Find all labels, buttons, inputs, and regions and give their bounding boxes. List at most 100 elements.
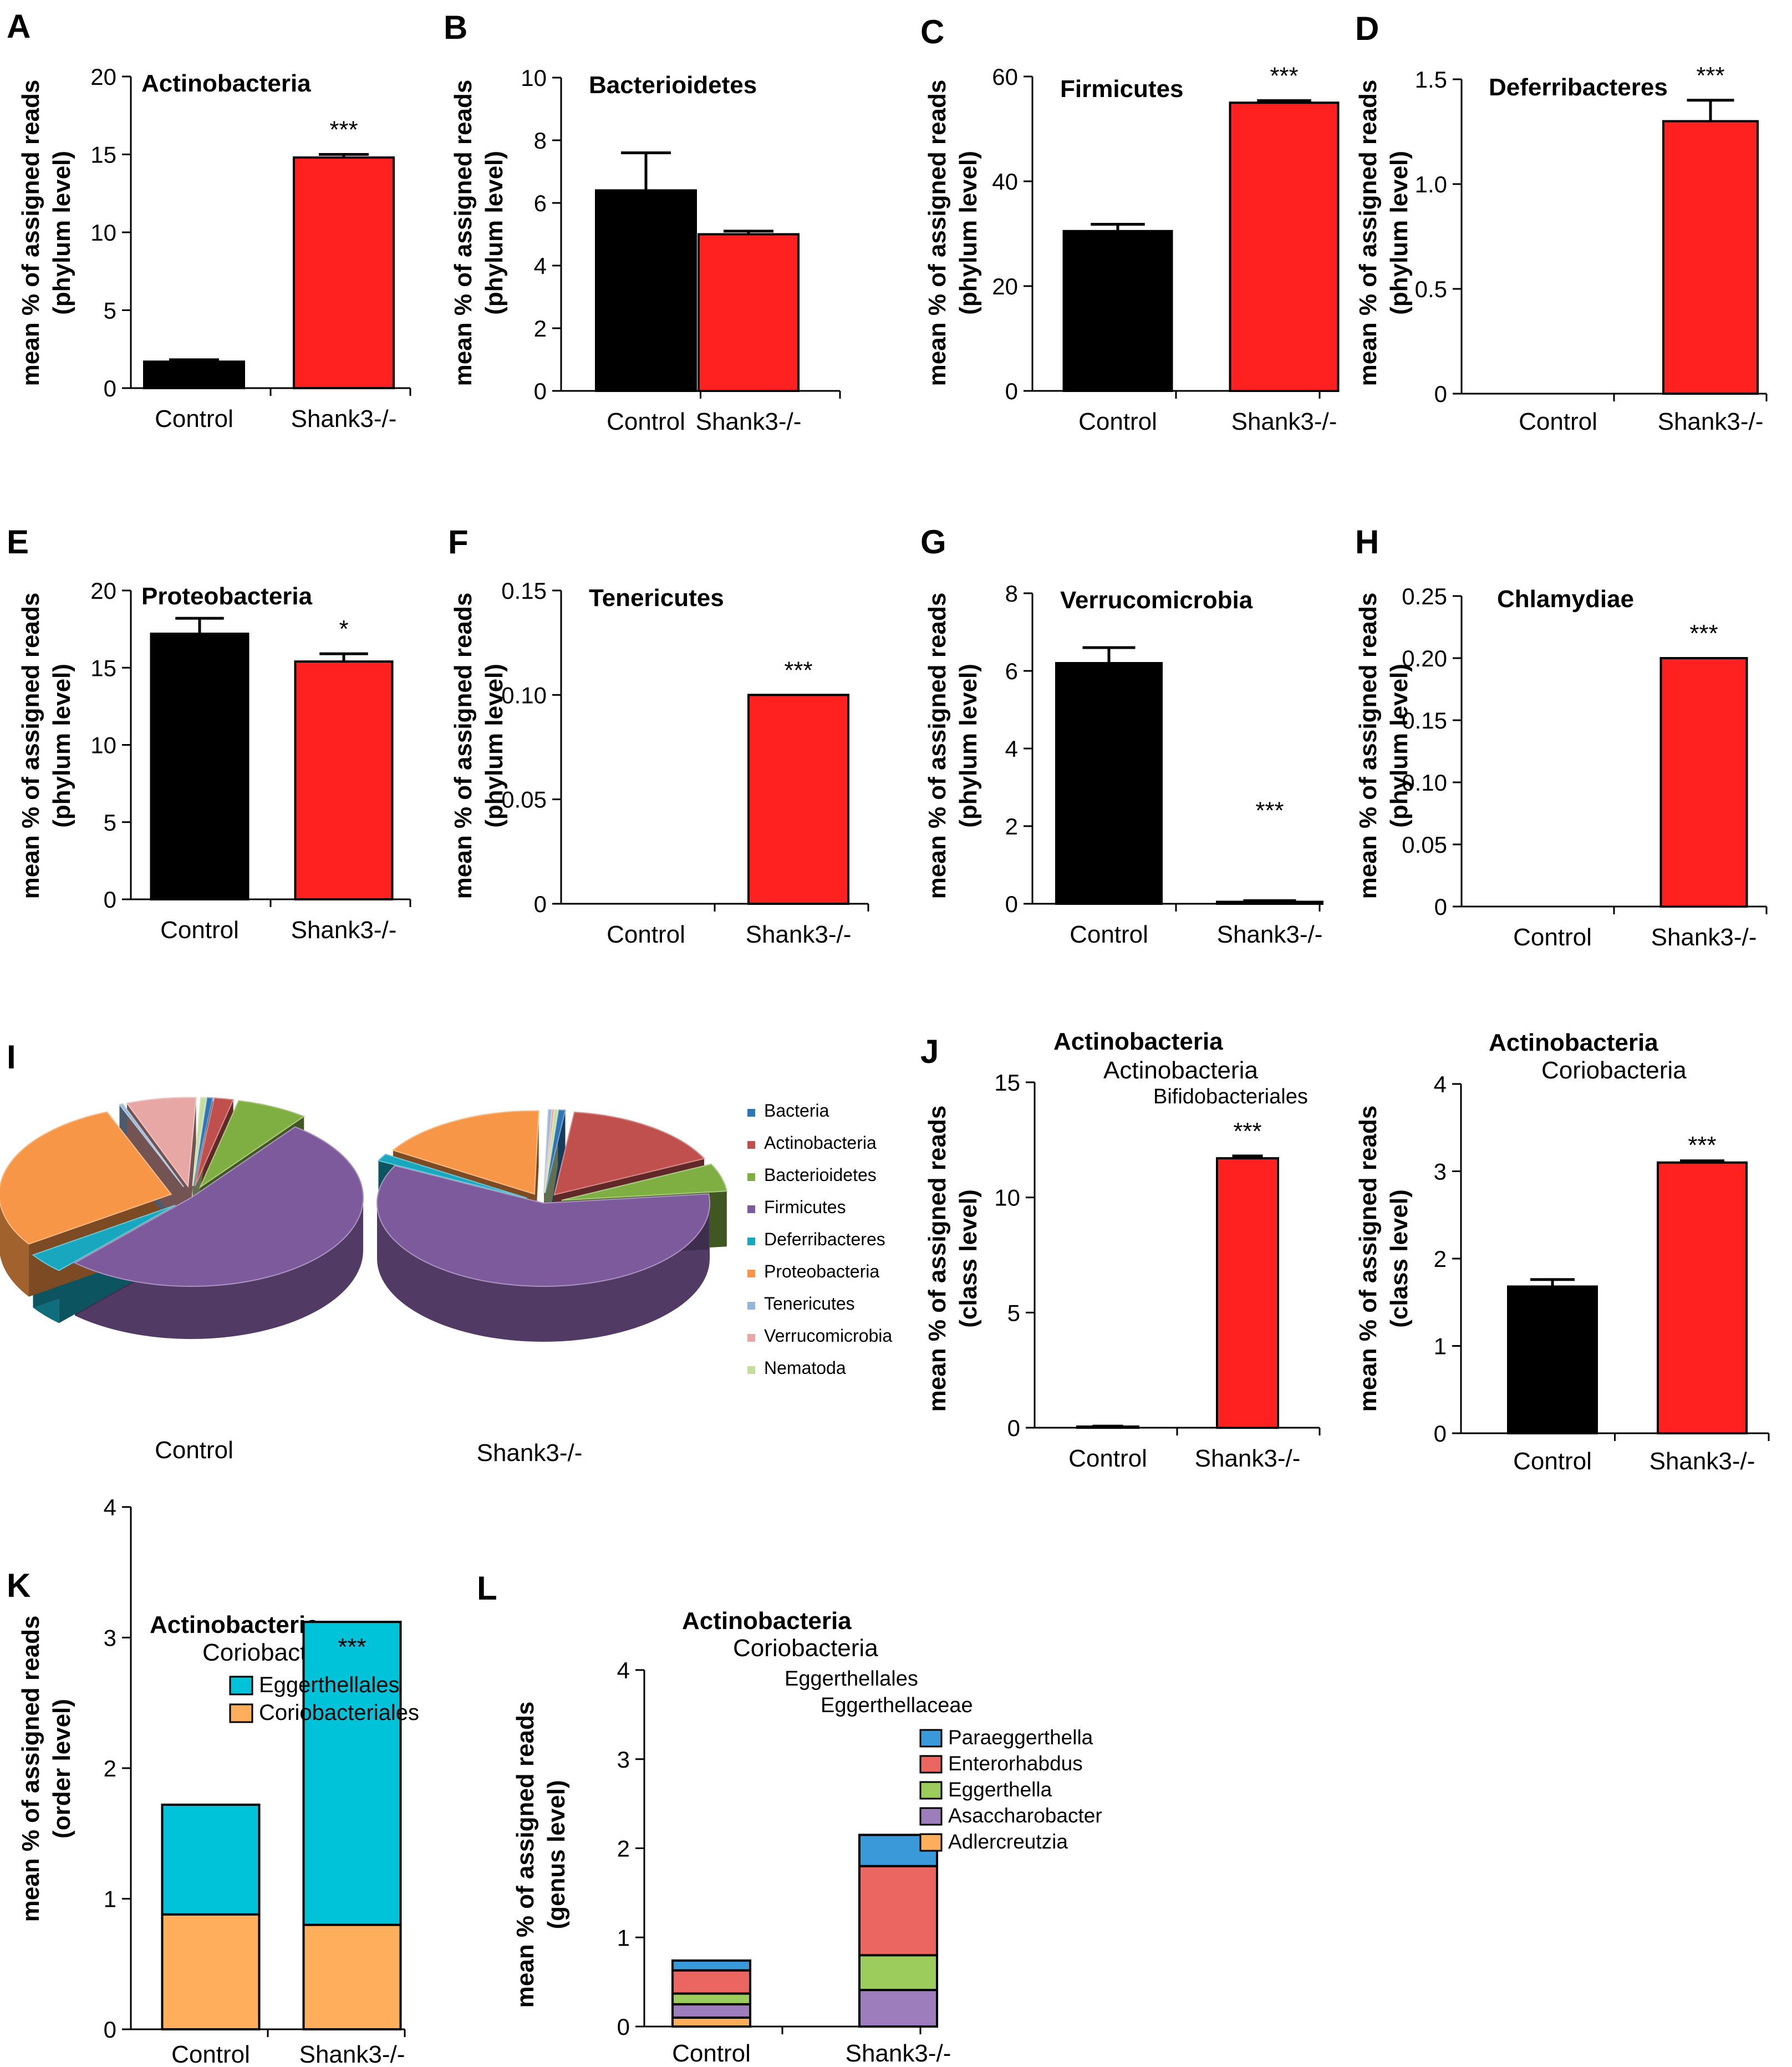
legend-label: Enterorhabdus (948, 1752, 1083, 1775)
y-tick-label: 0 (104, 887, 116, 913)
legend-swatch (229, 1703, 253, 1723)
legend-swatch (229, 1676, 253, 1696)
pie-slice-nematoda (544, 1109, 559, 1193)
significance-marker: *** (329, 116, 358, 144)
panel-g: G Verrucomicrobia mean % of assigned reads… (920, 523, 1323, 948)
pie-slice-proteobacteria (0, 1111, 172, 1245)
chart-title: Verrucomicrobia (1060, 587, 1253, 614)
legend-label: Verrucomicrobia (764, 1326, 892, 1346)
x-tick-label: Shank3-/- (291, 917, 397, 944)
x-tick-label: Control (1070, 921, 1148, 948)
y-tick-label: 0 (104, 375, 116, 401)
chart-title: Bacterioidetes (589, 72, 757, 99)
panel-d: D Deferribacteres mean % of assigned reads… (1355, 10, 1768, 435)
bar-shank3- (747, 694, 849, 905)
x-tick-label: Control (1078, 408, 1157, 435)
pie-slice-bacterioidetes (561, 1163, 728, 1201)
panel-a: A Actinobacteria mean % of assigned reads(… (7, 8, 411, 432)
y-tick-label: 0.25 (1402, 583, 1447, 609)
bar-shank3- (1216, 900, 1323, 905)
chart-subtitle: Eggerthellaceae (821, 1694, 973, 1717)
x-tick-label: Shank3-/- (291, 405, 397, 432)
chart-title: Actinobacteria (682, 1607, 852, 1635)
y-tick-label: 6 (534, 190, 547, 216)
y-tick-label: 10 (90, 732, 116, 758)
legend-label: Bacterioidetes (764, 1165, 877, 1185)
bar-shank3- (1657, 1161, 1748, 1434)
legend-label: Asaccharobacter (948, 1804, 1102, 1827)
pie-slice-actinobacteria (553, 1111, 705, 1196)
panel-letter: H (1355, 523, 1379, 561)
panel-letter: C (920, 13, 944, 50)
y-tick-label: 10 (90, 220, 116, 246)
pie-slice-bacterioidetes (198, 1100, 306, 1189)
significance-marker: *** (1270, 62, 1298, 89)
x-tick-label: Shank3-/- (299, 2041, 405, 2067)
legend-swatch (747, 1141, 755, 1149)
y-tick-label: 0 (1434, 381, 1447, 407)
x-tick-label: Control (672, 2040, 751, 2067)
y-tick-label: 4 (1005, 736, 1018, 762)
legend-label: Coriobacteriales (259, 1701, 419, 1725)
y-axis-label: mean % of assigned reads (phylum level) (450, 80, 508, 386)
panel-letter: D (1355, 10, 1379, 47)
panel-letter: B (444, 9, 467, 46)
x-tick-label: Control (1068, 1445, 1147, 1472)
y-tick-label: 5 (104, 810, 116, 836)
panel-letter: I (7, 1038, 16, 1076)
y-tick-label: 6 (1005, 658, 1018, 684)
legend-swatch (747, 1302, 755, 1310)
pie-slice-verrucomicrobia (126, 1097, 197, 1188)
y-axis-label: mean % of assigned reads (class level) (924, 1106, 982, 1412)
y-tick-label: 4 (617, 1657, 630, 1683)
chart-subtitle: Coriobacteria (1541, 1057, 1687, 1084)
stack-segment-eggerthella (671, 1992, 751, 2005)
y-axis-label: mean % of assigned reads (phylum level) (450, 593, 508, 899)
y-axis-label: mean % of assigned reads (phylum level) (924, 593, 982, 899)
chart-title: Actinobacteria (1489, 1029, 1658, 1056)
y-tick-label: 0.05 (1402, 832, 1447, 858)
pie-slice-side (0, 1202, 29, 1297)
legend-label: Proteobacteria (764, 1261, 879, 1281)
chart-title: Deferribacteres (1489, 74, 1668, 101)
panel-c: C Firmicutes mean % of assigned reads (phyl… (920, 13, 1340, 435)
y-tick-label: 2 (104, 1755, 116, 1781)
pie-slice-bacteria (192, 1097, 213, 1187)
x-tick-label: Shank3-/- (1650, 1448, 1755, 1475)
x-tick-label: Control (160, 917, 239, 944)
pie-slice-deferribacteres (377, 1153, 527, 1199)
panel-letter: G (920, 523, 946, 561)
x-tick-label: Control (1519, 408, 1597, 435)
y-tick-label: 0 (534, 891, 547, 917)
y-tick-label: 1 (1434, 1333, 1447, 1360)
y-tick-label: 0 (617, 2014, 630, 2040)
significance-marker: *** (1688, 1132, 1716, 1159)
y-tick-label: 0 (1434, 894, 1447, 920)
legend-label: Bacteria (764, 1101, 829, 1121)
pie-label: Control (155, 1437, 233, 1464)
y-tick-label: 0 (1005, 891, 1018, 917)
pie-slice-bacteria (544, 1109, 566, 1193)
chart-title: Actinobacteria (141, 70, 311, 97)
y-axis-label: mean % of assigned reads (phylum level) (924, 80, 982, 386)
stack-segment-eggerthellales (302, 1621, 402, 1926)
pie-slice-tenericutes (118, 1103, 184, 1188)
legend-swatch (919, 1781, 943, 1800)
pie-slice-side (75, 1198, 364, 1339)
y-tick-label: 5 (1007, 1300, 1020, 1326)
y-tick-label: 15 (90, 142, 116, 168)
stack-segment-eggerthellales (161, 1803, 261, 1916)
y-tick-label: 2 (1434, 1246, 1447, 1272)
x-tick-label: Shank3-/- (1231, 408, 1337, 435)
y-axis-label: mean % of assigned reads (order level) (17, 1616, 75, 1922)
significance-marker: *** (1255, 797, 1284, 824)
y-tick-label: 20 (90, 64, 116, 90)
chart-subtitle: Actinobacteria (1103, 1057, 1258, 1084)
chart-subtitle: Eggerthellales (785, 1667, 918, 1691)
y-tick-label: 5 (104, 298, 116, 324)
y-tick-label: 0.5 (1415, 276, 1447, 302)
legend-label: Eggerthellales (259, 1673, 400, 1697)
y-tick-label: 3 (617, 1747, 630, 1773)
